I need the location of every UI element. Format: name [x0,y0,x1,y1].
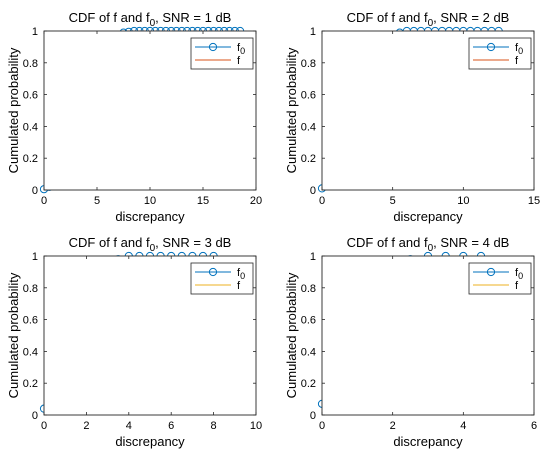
chart-1-ytick-label-3: 0.6 [301,90,316,102]
chart-2-legend-label-0: f0 [237,267,245,281]
chart-3-legend-label-1: f [515,280,519,292]
chart-2-title: CDF of f and f0, SNR = 3 dB [69,235,232,254]
chart-0-legend-box [190,37,254,70]
chart-3-legend: f0f [468,262,532,295]
chart-3-xtick-label-2: 4 [460,420,466,432]
chart-1-xlabel: discrepancy [393,209,463,224]
chart-2-ytick-label-3: 0.6 [23,315,38,327]
chart-3-ytick-label-0: 0 [310,410,316,422]
chart-3-ytick-label-2: 0.4 [301,346,316,358]
chart-2-xlabel: discrepancy [115,434,185,449]
chart-0-xtick-label-2: 10 [144,195,156,207]
chart-1-ytick-label-5: 1 [310,26,316,38]
chart-1-legend: f0f [468,37,532,70]
chart-0: 0 5 10 15 20 0 0.2 0.4 0.6 0.8 1 CDF of f and f0, S… [6,10,262,224]
chart-3-ytick-label-3: 0.6 [301,315,316,327]
chart-0-legend-label-0: f0 [237,42,245,56]
chart-0-xtick-label-0: 0 [41,195,47,207]
chart-2-legend-label-1: f [237,280,241,292]
chart-3-legend-box [468,262,532,295]
chart-2-ylabel: Cumulated probability [6,272,21,398]
chart-0-ytick-label-0: 0 [32,185,38,197]
chart-3-legend-marker-0 [486,267,496,277]
chart-3-xlabel: discrepancy [393,434,463,449]
chart-3-xtick-label-3: 6 [531,420,537,432]
chart-1-legend-marker-0 [486,42,496,52]
chart-3: 0 2 4 6 0 0.2 0.4 0.6 0.8 1 CDF of f and f0, SNR =… [284,235,537,449]
chart-0-ytick-label-3: 0.6 [23,90,38,102]
chart-2-ytick-label-1: 0.2 [23,378,38,390]
chart-0-title: CDF of f and f0, SNR = 1 dB [69,10,232,29]
chart-2-xtick-label-3: 6 [168,420,174,432]
chart-1-ytick-label-0: 0 [310,185,316,197]
chart-1-ytick-label-2: 0.4 [301,121,316,133]
chart-1-ytick-label-4: 0.8 [301,58,316,70]
chart-2-legend: f0f [190,262,254,295]
chart-1-ylabel: Cumulated probability [284,47,299,173]
chart-1-xtick-label-1: 5 [390,195,396,207]
chart-1-legend-box [468,37,532,70]
chart-0-ytick-label-1: 0.2 [23,153,38,165]
chart-2-xtick-label-4: 8 [211,420,217,432]
chart-3-legend-label-0: f0 [515,267,523,281]
chart-3-ylabel: Cumulated probability [284,272,299,398]
chart-2-legend-marker-0 [208,267,218,277]
chart-1-ytick-label-1: 0.2 [301,153,316,165]
chart-0-ytick-label-4: 0.8 [23,58,38,70]
chart-3-ytick-label-5: 1 [310,251,316,263]
chart-1-title: CDF of f and f0, SNR = 2 dB [347,10,510,29]
chart-1-legend-label-1: f [515,55,519,67]
chart-2-ytick-label-5: 1 [32,251,38,263]
chart-3-title: CDF of f and f0, SNR = 4 dB [347,235,510,254]
chart-3-xtick-label-1: 2 [390,420,396,432]
chart-2-legend-box [190,262,254,295]
chart-0-legend-label-1: f [237,55,241,67]
chart-2-xtick-label-1: 2 [83,420,89,432]
chart-2-ytick-label-0: 0 [32,410,38,422]
chart-2-ytick-label-4: 0.8 [23,283,38,295]
chart-0-xlabel: discrepancy [115,209,185,224]
chart-3-xtick-label-0: 0 [319,420,325,432]
chart-0-xtick-label-4: 20 [250,195,262,207]
chart-3-ytick-label-1: 0.2 [301,378,316,390]
chart-2: 0 2 4 6 8 10 0 0.2 0.4 0.6 0.8 1 CDF of f and f0, SN… [6,235,262,449]
chart-1: 0 5 10 15 0 0.2 0.4 0.6 0.8 1 CDF of f and f0, SNR… [284,10,540,224]
chart-0-legend: f0f [190,37,254,70]
chart-2-xtick-label-0: 0 [41,420,47,432]
chart-1-legend-label-0: f0 [515,42,523,56]
chart-1-xtick-label-2: 10 [457,195,469,207]
chart-0-xtick-label-3: 15 [197,195,209,207]
chart-1-xtick-label-3: 15 [528,195,540,207]
chart-0-ylabel: Cumulated probability [6,47,21,173]
chart-3-ytick-label-4: 0.8 [301,283,316,295]
chart-2-xtick-label-5: 10 [250,420,262,432]
chart-1-xtick-label-0: 0 [319,195,325,207]
chart-0-ytick-label-2: 0.4 [23,121,38,133]
chart-0-ytick-label-5: 1 [32,26,38,38]
chart-0-legend-marker-0 [208,42,218,52]
chart-2-ytick-label-2: 0.4 [23,346,38,358]
chart-0-xtick-label-1: 5 [94,195,100,207]
chart-2-xtick-label-2: 4 [126,420,132,432]
